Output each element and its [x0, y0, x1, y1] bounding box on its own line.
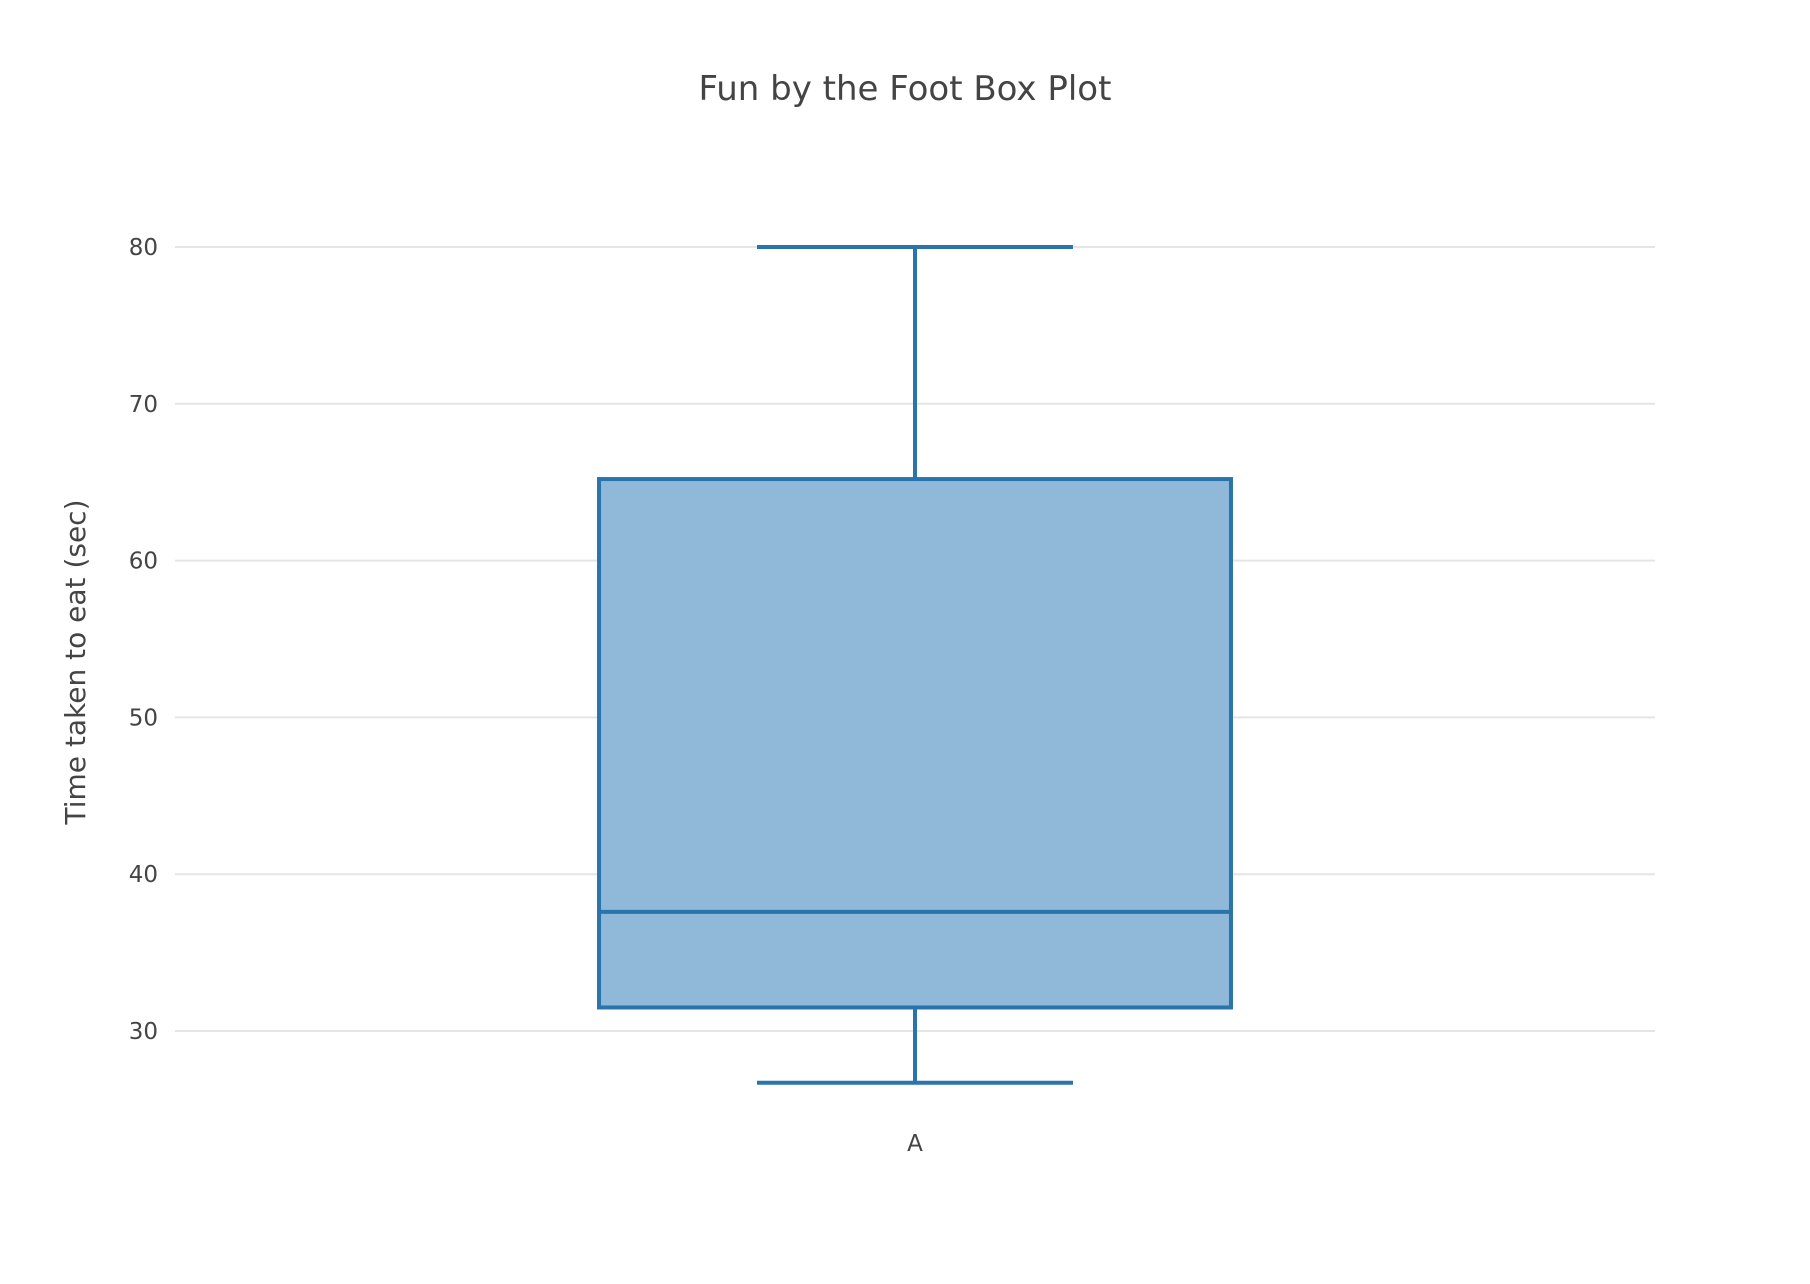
box-A[interactable]	[597, 245, 1233, 1085]
box-series[interactable]	[597, 245, 1233, 1085]
y-tick-label: 80	[129, 235, 158, 261]
y-tick-label: 50	[129, 705, 158, 731]
x-tick-label: A	[907, 1131, 923, 1157]
y-tick-label: 40	[129, 862, 158, 888]
y-tick-label: 60	[129, 549, 158, 575]
y-axis-ticks: 30 40 50 60 70 80	[129, 235, 158, 1045]
chart-title: Fun by the Foot Box Plot	[699, 69, 1112, 109]
y-tick-label: 30	[129, 1019, 158, 1045]
y-tick-label: 70	[129, 392, 158, 418]
box-iqr	[597, 477, 1233, 1010]
x-axis-ticks: A	[907, 1131, 923, 1157]
y-axis-label: Time taken to eat (sec)	[59, 500, 92, 826]
